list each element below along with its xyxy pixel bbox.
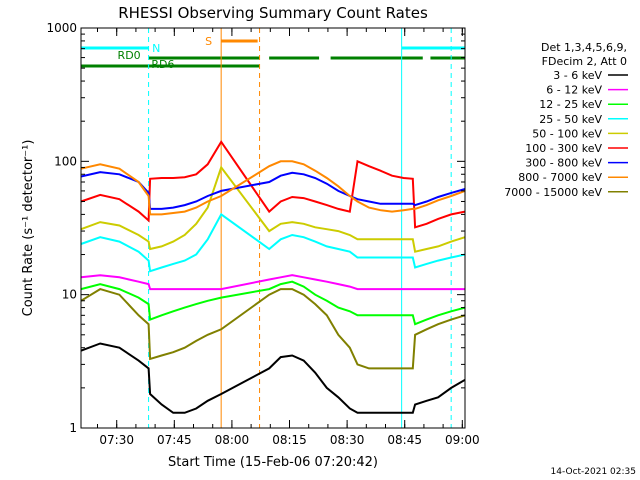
x-tick-label: 09:00 (445, 433, 480, 447)
x-tick-label: 07:45 (157, 433, 192, 447)
series-7000-15000-kev (80, 288, 466, 370)
legend: Det 1,3,4,5,6,9, FDecim 2, Att 0 3 - 6 k… (504, 41, 628, 199)
axis-ticks: 1 10 100 1000 07:30 07:45 08:00 08:15 08:30 08:45… (46, 21, 479, 447)
y-tick-label: 100 (54, 154, 77, 168)
legend-label-3-6-kev: 3 - 6 keV (553, 69, 602, 82)
flag-label-rd6: RD6 (151, 58, 174, 71)
series-50-100-kev (80, 165, 466, 253)
series-100-300-kev (80, 139, 466, 229)
flag-label-s: S (205, 35, 212, 48)
series-6-12-kev (80, 274, 465, 291)
x-tick-label: 07:30 (99, 433, 134, 447)
legend-label-300-800-kev: 300 - 800 keV (525, 157, 602, 170)
legend-label-50-100-kev: 50 - 100 keV (532, 127, 602, 140)
x-tick-label: 08:45 (387, 433, 422, 447)
attenuator-flags: N S RD0 RD6 (81, 35, 465, 71)
generation-timestamp: 14-Oct-2021 02:35 (551, 467, 636, 477)
legend-label-12-25-kev: 12 - 25 keV (539, 98, 602, 111)
flag-label-rd0: RD0 (118, 49, 141, 62)
legend-label-6-12-kev: 6 - 12 keV (546, 84, 602, 97)
series-12-25-kev (80, 280, 466, 326)
x-tick-label: 08:30 (330, 433, 365, 447)
series-3-6-kev (80, 342, 466, 414)
series-lines (80, 139, 466, 414)
plot-frame (80, 27, 466, 429)
x-axis-label: Start Time (15-Feb-06 07:20:42) (168, 455, 378, 470)
x-tick-label: 08:00 (215, 433, 250, 447)
y-tick-label: 1000 (46, 21, 77, 35)
legend-header-detectors: Det 1,3,4,5,6,9, (541, 41, 627, 54)
flag-label-n: N (152, 42, 160, 55)
x-tick-label: 08:15 (272, 433, 307, 447)
y-tick-label: 10 (62, 288, 77, 302)
y-tick-label: 1 (69, 421, 77, 435)
legend-label-7000-15000-kev: 7000 - 15000 keV (504, 186, 602, 199)
legend-label-25-50-kev: 25 - 50 keV (539, 113, 602, 126)
series-800-7000-kev (80, 160, 466, 216)
legend-label-800-7000-kev: 800 - 7000 keV (518, 171, 602, 184)
chart-title: RHESSI Observing Summary Count Rates (118, 4, 428, 22)
y-axis-label: Count Rate (s⁻¹ detector⁻¹) (21, 140, 36, 317)
legend-header-decimation: FDecim 2, Att 0 (542, 55, 627, 68)
series-25-50-kev (80, 212, 466, 273)
legend-label-100-300-kev: 100 - 300 keV (525, 142, 602, 155)
